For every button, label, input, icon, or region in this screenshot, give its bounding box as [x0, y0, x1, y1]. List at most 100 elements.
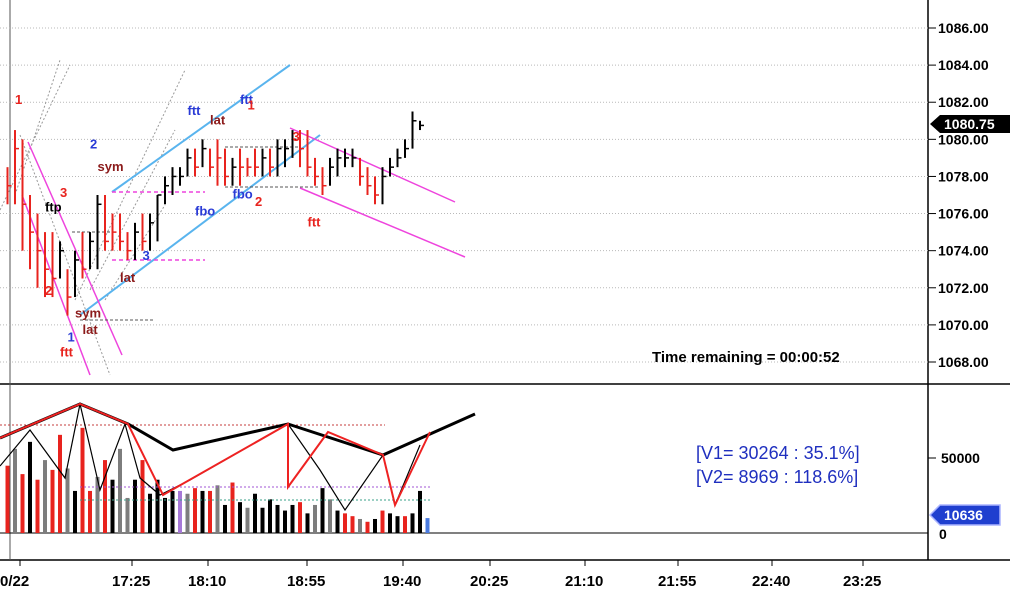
price-bar — [96, 195, 102, 270]
price-bar — [314, 157, 319, 186]
price-bar — [134, 222, 139, 260]
volume-v2-label: [V2= 8969 : 118.6%] — [696, 467, 858, 487]
price-bar — [396, 148, 402, 168]
channel-line — [289, 127, 456, 203]
price-bar — [419, 120, 424, 131]
bar-annotation: sym — [98, 159, 124, 174]
volume-bar — [73, 490, 77, 533]
time-axis-tick: 21:55 — [658, 573, 696, 590]
volume-bar — [80, 427, 85, 533]
price-bar — [104, 195, 109, 251]
price-bar — [179, 167, 184, 186]
price-bar — [21, 139, 27, 251]
volume-bar — [418, 490, 422, 533]
price-bar — [404, 139, 409, 158]
price-bar — [186, 148, 192, 177]
volume-bar — [148, 493, 152, 533]
volume-bar — [13, 448, 17, 533]
price-bar — [209, 148, 214, 177]
time-axis-tick: 17:25 — [112, 573, 150, 590]
channel-line — [299, 187, 466, 258]
current-price-value: 1080.75 — [944, 116, 995, 132]
price-bar — [156, 194, 162, 242]
bar-annotation: 3 — [60, 185, 67, 200]
drawing-overlays — [0, 59, 466, 376]
price-bar — [164, 176, 169, 205]
price-bar — [389, 157, 394, 177]
volume-bar — [245, 507, 250, 533]
price-axis-tick: 1074.00 — [938, 243, 989, 259]
volume-bar — [313, 504, 317, 533]
price-axis-tick: 1086.00 — [938, 20, 989, 36]
volume-bar — [118, 448, 122, 533]
volume-bar — [215, 485, 220, 533]
bar-annotation: fbo — [195, 203, 215, 218]
current-price-badge: 1080.75 — [930, 115, 1010, 133]
fan-line — [19, 134, 111, 376]
volume-bar — [395, 516, 400, 533]
time-axis-tick: 0/22 — [0, 573, 29, 590]
price-bar — [44, 232, 49, 298]
volume-bar — [170, 490, 175, 533]
time-axis-tick: 21:10 — [565, 573, 603, 590]
volume-swing-line — [0, 403, 421, 512]
price-bar — [36, 213, 42, 288]
price-bar — [201, 139, 207, 168]
volume-bar — [95, 476, 100, 533]
volume-bar — [410, 513, 415, 533]
price-bar — [254, 148, 259, 177]
price-axis-tick: 1070.00 — [938, 317, 989, 333]
volume-bar — [268, 499, 272, 533]
volume-axis-tick-50000: 50000 — [941, 450, 980, 466]
fan-line — [74, 69, 186, 301]
volume-bar — [223, 504, 227, 533]
price-axis-tick: 1076.00 — [938, 206, 989, 222]
volume-bar — [208, 490, 212, 533]
volume-bar — [185, 493, 190, 533]
bar-annotation: fbo — [233, 187, 253, 202]
volume-bar — [110, 479, 115, 533]
volume-bar — [290, 504, 295, 533]
channel-line-upper — [111, 64, 291, 193]
volume-bar — [283, 510, 287, 533]
volume-bar — [343, 513, 347, 533]
volume-bar — [155, 479, 160, 533]
time-axis-tick: 18:10 — [188, 573, 226, 590]
price-bar — [381, 167, 387, 205]
volume-bar — [140, 460, 145, 533]
current-volume-badge: 10636 — [928, 504, 1001, 526]
volume-bar — [328, 499, 332, 533]
bar-annotation: 2 — [255, 194, 262, 209]
volume-bar — [133, 479, 137, 533]
price-axis-tick: 1080.00 — [938, 131, 989, 147]
volume-bar — [28, 441, 32, 533]
volume-bars — [5, 427, 430, 533]
price-bar — [321, 167, 327, 195]
price-bar — [344, 148, 349, 168]
price-axis-tick: 1072.00 — [938, 280, 989, 296]
volume-bar — [403, 516, 407, 533]
volume-bar — [320, 488, 325, 533]
price-bar — [66, 269, 72, 316]
price-axis: 1086.00 1084.00 1082.00 1080.00 1078.00 1076.… — [928, 20, 989, 370]
price-bar — [329, 157, 334, 186]
price-bar — [246, 157, 252, 177]
volume-bar — [43, 460, 47, 533]
price-axis-tick: 1082.00 — [938, 94, 989, 110]
price-bar — [74, 250, 79, 298]
fan-line — [0, 64, 71, 211]
time-axis-tick: 22:40 — [752, 573, 790, 590]
price-bar — [411, 111, 417, 149]
volume-bar — [305, 513, 310, 533]
time-remaining-label: Time remaining = 00:00:52 — [652, 349, 840, 366]
bar-annotation: ftp — [45, 200, 62, 215]
volume-bar — [388, 513, 392, 533]
bar-annotation: 1 — [68, 330, 75, 345]
price-bar — [171, 167, 177, 195]
volume-bar — [298, 502, 302, 533]
volume-zigzag-line — [0, 402, 431, 508]
volume-bar — [335, 510, 340, 533]
volume-bar — [65, 468, 70, 533]
